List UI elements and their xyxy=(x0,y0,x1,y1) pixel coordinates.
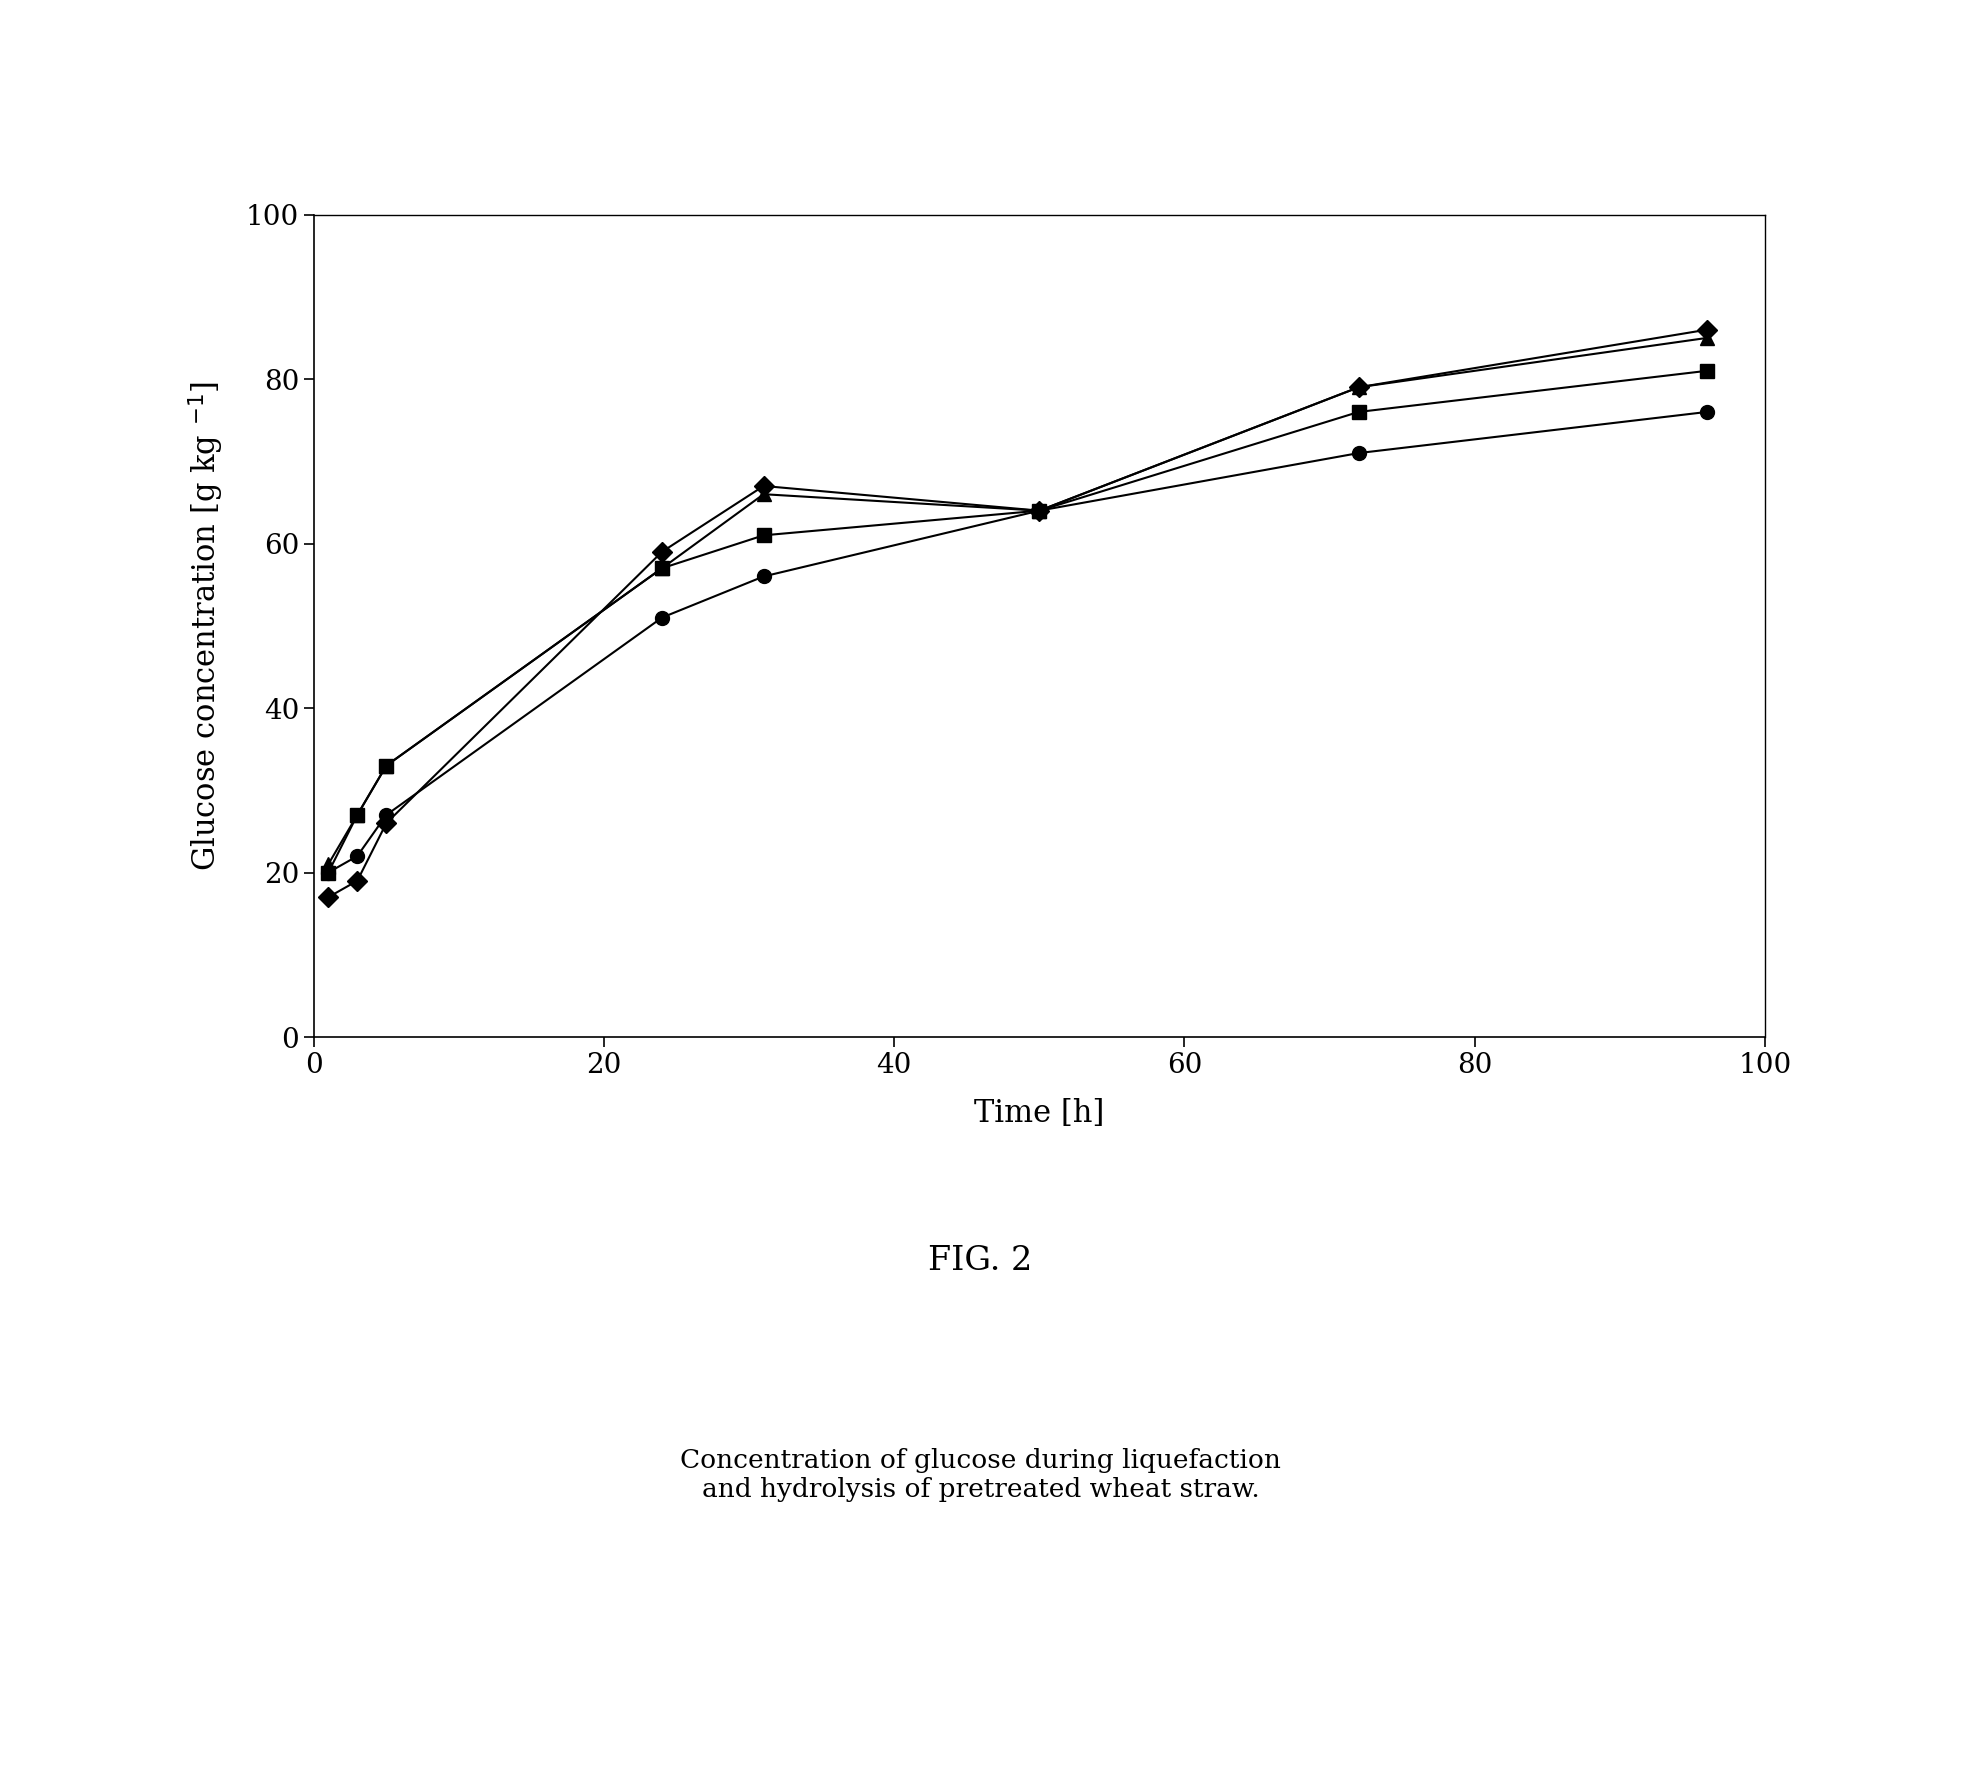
Text: Concentration of glucose during liquefaction
and hydrolysis of pretreated wheat : Concentration of glucose during liquefac… xyxy=(680,1448,1281,1502)
X-axis label: Time [h]: Time [h] xyxy=(975,1098,1104,1128)
Text: FIG. 2: FIG. 2 xyxy=(928,1244,1033,1277)
Y-axis label: Glucose concentration [g kg $^{-1}$]: Glucose concentration [g kg $^{-1}$] xyxy=(186,381,226,871)
